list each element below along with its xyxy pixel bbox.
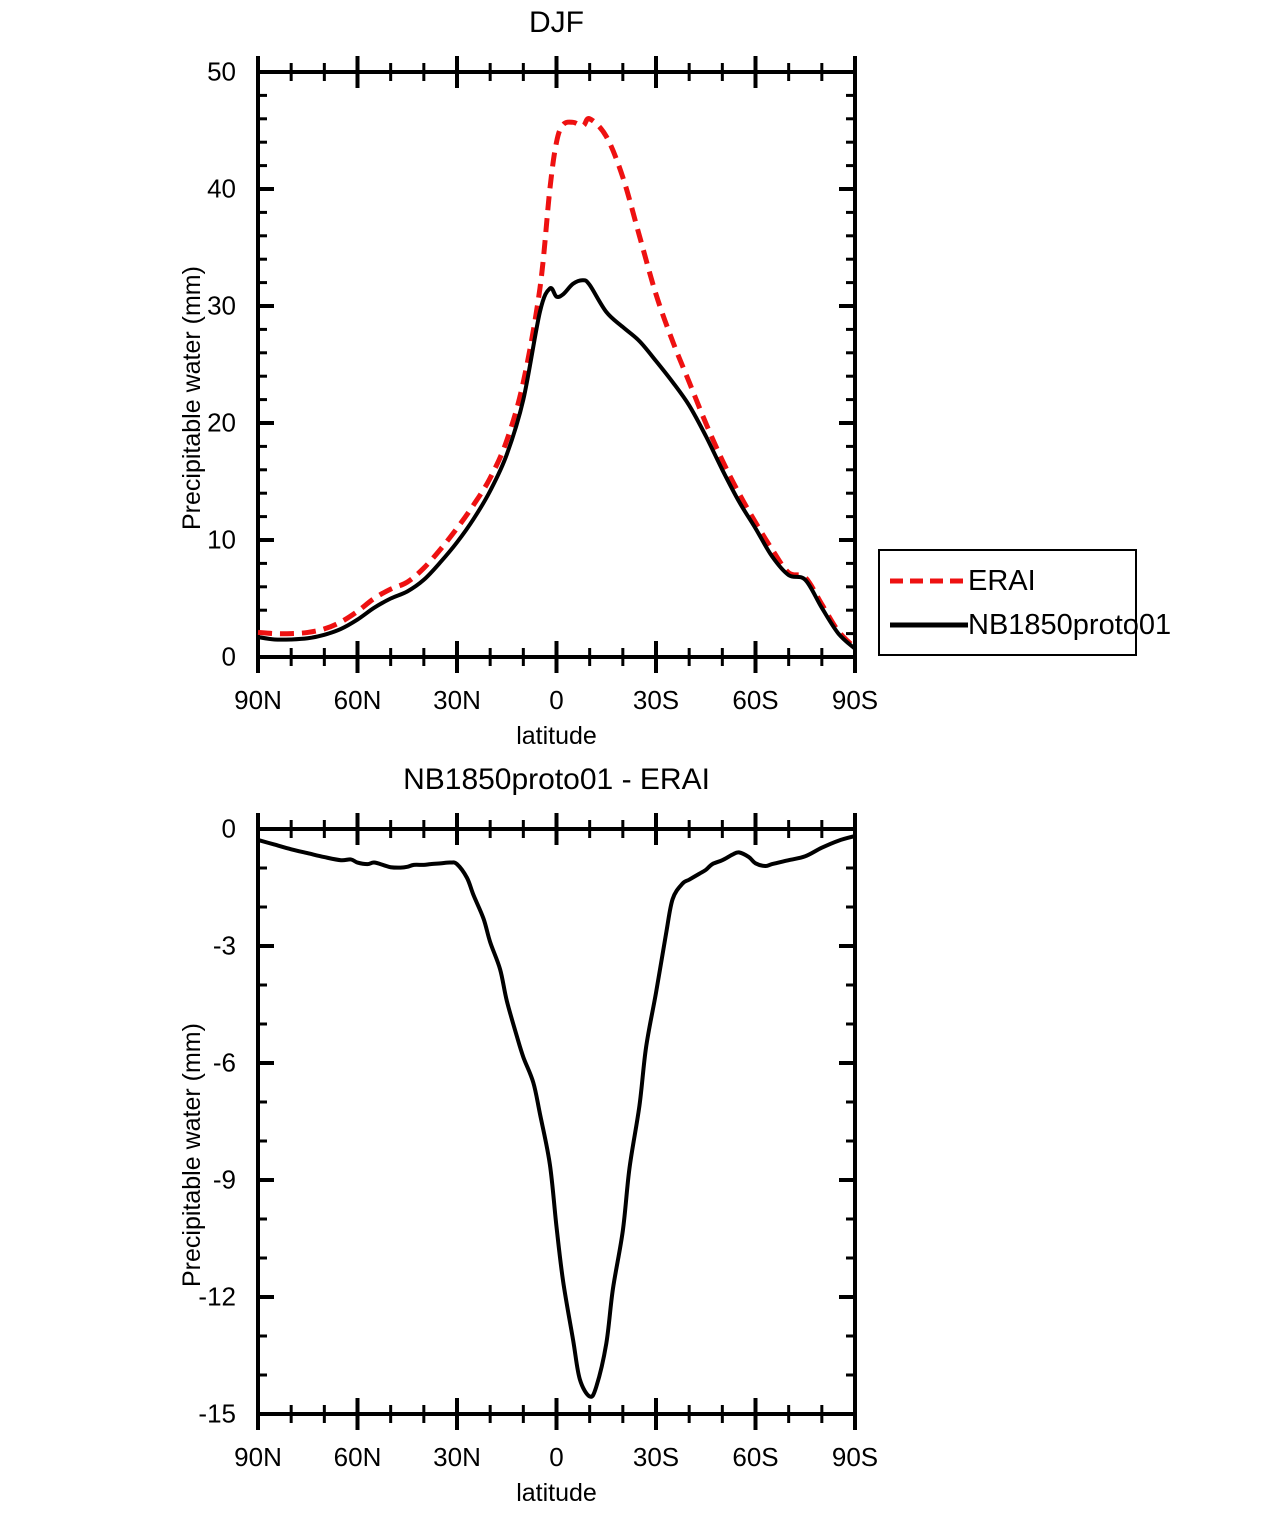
y-tick-label: 50 [0, 57, 236, 88]
x-tick-label: 60N [334, 685, 382, 716]
x-axis-label-bottom: latitude [258, 1479, 855, 1508]
x-tick-label: 90N [234, 1442, 282, 1473]
legend-entry-nb1850proto01: NB1850proto01 [880, 603, 1135, 647]
y-tick-label: -3 [0, 931, 236, 962]
legend-label-erai: ERAI [968, 567, 1036, 596]
legend: ERAI NB1850proto01 [878, 549, 1137, 656]
x-tick-label: 0 [549, 685, 563, 716]
x-tick-label: 90S [832, 685, 878, 716]
x-tick-label: 90S [832, 1442, 878, 1473]
series-line-0 [258, 836, 855, 1397]
x-tick-label: 60S [732, 1442, 778, 1473]
y-axis-label-top: Precipitable water (mm) [178, 266, 207, 530]
x-tick-label: 30S [633, 685, 679, 716]
x-tick-label: 60S [732, 685, 778, 716]
legend-label-nb1850proto01: NB1850proto01 [968, 611, 1171, 640]
x-tick-label: 0 [549, 1442, 563, 1473]
legend-entry-erai: ERAI [880, 559, 1135, 603]
panel-title-bottom: NB1850proto01 - ERAI [258, 763, 855, 797]
panel-title-top: DJF [258, 6, 855, 40]
x-axis-label-top: latitude [258, 722, 855, 751]
x-tick-label: 30N [433, 685, 481, 716]
series-line-0 [258, 119, 855, 648]
series-line-1 [258, 280, 855, 649]
x-tick-label: 30S [633, 1442, 679, 1473]
y-tick-label: 0 [0, 814, 236, 845]
y-tick-label: 0 [0, 642, 236, 673]
chart-panel-top: DJF 01020304050 90N60N30N030S60S90S lati… [0, 0, 1285, 760]
legend-swatch-nb1850proto01 [890, 615, 968, 635]
chart-panel-bottom: NB1850proto01 - ERAI -15-12-9-6-30 90N60… [0, 757, 1285, 1517]
x-tick-label: 90N [234, 685, 282, 716]
y-axis-label-bottom: Precipitable water (mm) [178, 1023, 207, 1287]
y-tick-label: -15 [0, 1399, 236, 1430]
legend-swatch-erai [890, 571, 968, 591]
x-tick-label: 60N [334, 1442, 382, 1473]
y-tick-label: 40 [0, 174, 236, 205]
x-tick-label: 30N [433, 1442, 481, 1473]
figure-container: DJF 01020304050 90N60N30N030S60S90S lati… [0, 0, 1285, 1517]
